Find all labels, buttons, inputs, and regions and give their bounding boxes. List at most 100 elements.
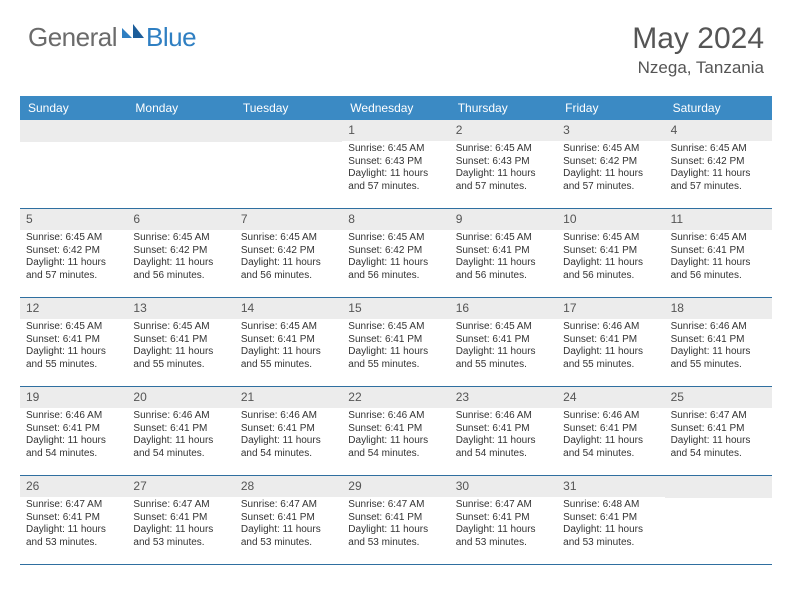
calendar: SundayMondayTuesdayWednesdayThursdayFrid… [20, 96, 772, 565]
sunset-line: Sunset: 6:42 PM [241, 245, 336, 258]
day-body: Sunrise: 6:45 AMSunset: 6:42 PMDaylight:… [20, 232, 127, 286]
logo: General Blue [28, 22, 196, 53]
sunset-line: Sunset: 6:42 PM [671, 156, 766, 169]
day-number: 31 [557, 476, 664, 497]
day-body: Sunrise: 6:45 AMSunset: 6:43 PMDaylight:… [342, 143, 449, 197]
daylight-line: Daylight: 11 hours and 55 minutes. [456, 346, 551, 371]
sunrise-line: Sunrise: 6:46 AM [671, 321, 766, 334]
day-number: 27 [127, 476, 234, 497]
day-body: Sunrise: 6:45 AMSunset: 6:41 PMDaylight:… [450, 321, 557, 375]
sunrise-line: Sunrise: 6:45 AM [26, 232, 121, 245]
day-number: 14 [235, 298, 342, 319]
daylight-line: Daylight: 11 hours and 56 minutes. [133, 257, 228, 282]
day-number: 7 [235, 209, 342, 230]
sunset-line: Sunset: 6:41 PM [348, 423, 443, 436]
day-body: Sunrise: 6:46 AMSunset: 6:41 PMDaylight:… [342, 410, 449, 464]
sunset-line: Sunset: 6:41 PM [241, 334, 336, 347]
day-cell: 16Sunrise: 6:45 AMSunset: 6:41 PMDayligh… [450, 298, 557, 386]
dow-row: SundayMondayTuesdayWednesdayThursdayFrid… [20, 96, 772, 120]
daylight-line: Daylight: 11 hours and 56 minutes. [348, 257, 443, 282]
day-body: Sunrise: 6:47 AMSunset: 6:41 PMDaylight:… [127, 499, 234, 553]
day-number: 26 [20, 476, 127, 497]
sunrise-line: Sunrise: 6:45 AM [133, 232, 228, 245]
daylight-line: Daylight: 11 hours and 55 minutes. [26, 346, 121, 371]
daylight-line: Daylight: 11 hours and 55 minutes. [671, 346, 766, 371]
sunrise-line: Sunrise: 6:45 AM [133, 321, 228, 334]
day-cell: 25Sunrise: 6:47 AMSunset: 6:41 PMDayligh… [665, 387, 772, 475]
sunrise-line: Sunrise: 6:48 AM [563, 499, 658, 512]
day-body: Sunrise: 6:45 AMSunset: 6:43 PMDaylight:… [450, 143, 557, 197]
day-body: Sunrise: 6:45 AMSunset: 6:42 PMDaylight:… [127, 232, 234, 286]
sunset-line: Sunset: 6:41 PM [133, 423, 228, 436]
dow-friday: Friday [557, 96, 664, 120]
sunset-line: Sunset: 6:41 PM [26, 334, 121, 347]
day-cell: 19Sunrise: 6:46 AMSunset: 6:41 PMDayligh… [20, 387, 127, 475]
day-number: 23 [450, 387, 557, 408]
day-body: Sunrise: 6:46 AMSunset: 6:41 PMDaylight:… [20, 410, 127, 464]
day-number [20, 120, 127, 142]
day-body: Sunrise: 6:45 AMSunset: 6:41 PMDaylight:… [665, 232, 772, 286]
daylight-line: Daylight: 11 hours and 54 minutes. [26, 435, 121, 460]
day-number: 21 [235, 387, 342, 408]
day-number: 30 [450, 476, 557, 497]
day-body: Sunrise: 6:46 AMSunset: 6:41 PMDaylight:… [557, 321, 664, 375]
day-cell: 26Sunrise: 6:47 AMSunset: 6:41 PMDayligh… [20, 476, 127, 564]
daylight-line: Daylight: 11 hours and 56 minutes. [563, 257, 658, 282]
day-body: Sunrise: 6:45 AMSunset: 6:42 PMDaylight:… [665, 143, 772, 197]
sunrise-line: Sunrise: 6:47 AM [456, 499, 551, 512]
dow-thursday: Thursday [450, 96, 557, 120]
day-body: Sunrise: 6:45 AMSunset: 6:41 PMDaylight:… [235, 321, 342, 375]
sunset-line: Sunset: 6:41 PM [456, 334, 551, 347]
sunrise-line: Sunrise: 6:47 AM [26, 499, 121, 512]
sunrise-line: Sunrise: 6:45 AM [26, 321, 121, 334]
day-cell: 3Sunrise: 6:45 AMSunset: 6:42 PMDaylight… [557, 120, 664, 208]
day-cell: 24Sunrise: 6:46 AMSunset: 6:41 PMDayligh… [557, 387, 664, 475]
day-cell: 1Sunrise: 6:45 AMSunset: 6:43 PMDaylight… [342, 120, 449, 208]
sunset-line: Sunset: 6:42 PM [563, 156, 658, 169]
day-cell [235, 120, 342, 208]
sunrise-line: Sunrise: 6:46 AM [456, 410, 551, 423]
sunrise-line: Sunrise: 6:45 AM [671, 232, 766, 245]
day-body: Sunrise: 6:47 AMSunset: 6:41 PMDaylight:… [20, 499, 127, 553]
daylight-line: Daylight: 11 hours and 57 minutes. [563, 168, 658, 193]
day-number: 1 [342, 120, 449, 141]
daylight-line: Daylight: 11 hours and 53 minutes. [563, 524, 658, 549]
daylight-line: Daylight: 11 hours and 55 minutes. [348, 346, 443, 371]
day-cell: 8Sunrise: 6:45 AMSunset: 6:42 PMDaylight… [342, 209, 449, 297]
sunset-line: Sunset: 6:41 PM [456, 512, 551, 525]
day-cell: 23Sunrise: 6:46 AMSunset: 6:41 PMDayligh… [450, 387, 557, 475]
daylight-line: Daylight: 11 hours and 57 minutes. [671, 168, 766, 193]
sunset-line: Sunset: 6:41 PM [563, 423, 658, 436]
sunset-line: Sunset: 6:41 PM [563, 512, 658, 525]
logo-text-2: Blue [146, 22, 196, 53]
daylight-line: Daylight: 11 hours and 54 minutes. [456, 435, 551, 460]
day-cell: 20Sunrise: 6:46 AMSunset: 6:41 PMDayligh… [127, 387, 234, 475]
dow-wednesday: Wednesday [342, 96, 449, 120]
day-body: Sunrise: 6:48 AMSunset: 6:41 PMDaylight:… [557, 499, 664, 553]
sunset-line: Sunset: 6:41 PM [671, 245, 766, 258]
day-body: Sunrise: 6:46 AMSunset: 6:41 PMDaylight:… [235, 410, 342, 464]
day-cell: 29Sunrise: 6:47 AMSunset: 6:41 PMDayligh… [342, 476, 449, 564]
sunrise-line: Sunrise: 6:47 AM [241, 499, 336, 512]
day-number: 8 [342, 209, 449, 230]
day-body: Sunrise: 6:45 AMSunset: 6:42 PMDaylight:… [235, 232, 342, 286]
sunrise-line: Sunrise: 6:46 AM [133, 410, 228, 423]
day-number [235, 120, 342, 142]
day-number: 17 [557, 298, 664, 319]
daylight-line: Daylight: 11 hours and 54 minutes. [241, 435, 336, 460]
day-cell: 17Sunrise: 6:46 AMSunset: 6:41 PMDayligh… [557, 298, 664, 386]
sunset-line: Sunset: 6:42 PM [348, 245, 443, 258]
daylight-line: Daylight: 11 hours and 55 minutes. [241, 346, 336, 371]
day-cell: 12Sunrise: 6:45 AMSunset: 6:41 PMDayligh… [20, 298, 127, 386]
day-number [127, 120, 234, 142]
sunset-line: Sunset: 6:41 PM [133, 334, 228, 347]
sunset-line: Sunset: 6:41 PM [241, 423, 336, 436]
sunrise-line: Sunrise: 6:47 AM [133, 499, 228, 512]
day-number: 19 [20, 387, 127, 408]
day-body: Sunrise: 6:47 AMSunset: 6:41 PMDaylight:… [235, 499, 342, 553]
sunset-line: Sunset: 6:41 PM [348, 512, 443, 525]
sunrise-line: Sunrise: 6:45 AM [563, 232, 658, 245]
sunset-line: Sunset: 6:41 PM [26, 423, 121, 436]
logo-mark-icon [122, 22, 144, 40]
day-cell: 30Sunrise: 6:47 AMSunset: 6:41 PMDayligh… [450, 476, 557, 564]
